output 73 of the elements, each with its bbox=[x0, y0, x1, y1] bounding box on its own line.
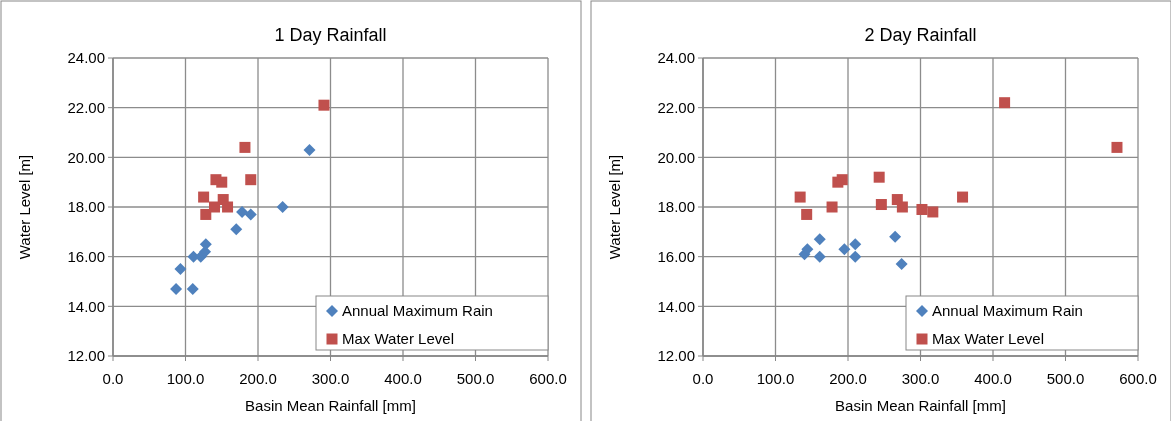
chart-title: 1 Day Rainfall bbox=[274, 25, 387, 45]
y-tick-label: 16.00 bbox=[67, 247, 105, 265]
x-tick-label: 0.0 bbox=[102, 370, 124, 387]
point bbox=[889, 230, 902, 243]
x-tick-label: 500.0 bbox=[1046, 370, 1085, 387]
legend-label: Annual Maximum Rain bbox=[932, 302, 1083, 320]
point bbox=[875, 199, 887, 211]
point bbox=[245, 174, 257, 186]
point bbox=[916, 203, 928, 215]
y-tick-label: 20.00 bbox=[67, 148, 105, 166]
x-tick-label: 200.0 bbox=[829, 370, 867, 387]
point bbox=[836, 174, 848, 186]
x-tick-label: 500.0 bbox=[456, 370, 495, 387]
x-axis-title: Basin Mean Rainfall [mm] bbox=[835, 397, 1006, 414]
point bbox=[303, 143, 316, 156]
x-tick-label: 300.0 bbox=[311, 370, 350, 387]
point bbox=[200, 208, 212, 220]
point bbox=[813, 250, 826, 263]
y-tick-label: 12.00 bbox=[657, 347, 695, 365]
point bbox=[276, 201, 289, 213]
point bbox=[927, 206, 939, 218]
point bbox=[186, 282, 199, 295]
point bbox=[1111, 141, 1123, 153]
legend-label: Max Water Level bbox=[342, 330, 454, 348]
y-tick-label: 12.00 bbox=[67, 347, 105, 365]
point bbox=[198, 191, 210, 203]
point bbox=[794, 191, 806, 203]
y-tick-label: 20.00 bbox=[657, 148, 695, 166]
y-tick-label: 24.00 bbox=[67, 49, 105, 67]
point bbox=[826, 201, 838, 213]
point bbox=[318, 99, 330, 111]
y-axis-title: Water Level [m] bbox=[16, 154, 33, 260]
point bbox=[801, 208, 813, 220]
x-tick-label: 400.0 bbox=[384, 370, 422, 387]
point bbox=[236, 205, 249, 218]
x-tick-label: 600.0 bbox=[529, 370, 567, 387]
y-axis-title: Water Level [m] bbox=[606, 154, 623, 260]
legend-label: Max Water Level bbox=[932, 330, 1044, 348]
point bbox=[209, 201, 220, 213]
y-tick-label: 22.00 bbox=[657, 98, 695, 116]
point bbox=[895, 258, 908, 271]
x-tick-label: 100.0 bbox=[756, 370, 795, 387]
point bbox=[244, 208, 257, 221]
point bbox=[957, 191, 969, 203]
point bbox=[999, 97, 1011, 109]
point bbox=[896, 201, 908, 213]
x-tick-label: 100.0 bbox=[166, 370, 205, 387]
legend-label: Annual Maximum Rain bbox=[342, 302, 493, 320]
y-tick-label: 24.00 bbox=[657, 49, 695, 67]
y-tick-label: 22.00 bbox=[67, 98, 105, 116]
point bbox=[170, 282, 183, 295]
point bbox=[849, 238, 862, 251]
chart-title: 2 Day Rainfall bbox=[864, 25, 977, 45]
point bbox=[216, 176, 228, 188]
x-tick-label: 600.0 bbox=[1119, 370, 1157, 387]
y-tick-label: 18.00 bbox=[657, 198, 695, 216]
point bbox=[230, 223, 243, 236]
x-tick-label: 0.0 bbox=[692, 370, 714, 387]
point bbox=[873, 171, 885, 183]
point bbox=[813, 233, 826, 246]
y-tick-label: 14.00 bbox=[657, 297, 695, 315]
x-tick-label: 400.0 bbox=[974, 370, 1012, 387]
y-tick-label: 14.00 bbox=[67, 297, 105, 315]
point bbox=[849, 250, 862, 263]
point bbox=[239, 141, 251, 153]
x-tick-label: 300.0 bbox=[901, 370, 940, 387]
point bbox=[174, 263, 187, 276]
x-axis-title: Basin Mean Rainfall [mm] bbox=[245, 397, 416, 414]
point bbox=[838, 243, 851, 256]
x-tick-label: 200.0 bbox=[239, 370, 277, 387]
y-tick-label: 16.00 bbox=[657, 247, 695, 265]
y-tick-label: 18.00 bbox=[67, 198, 105, 216]
point bbox=[222, 201, 234, 213]
